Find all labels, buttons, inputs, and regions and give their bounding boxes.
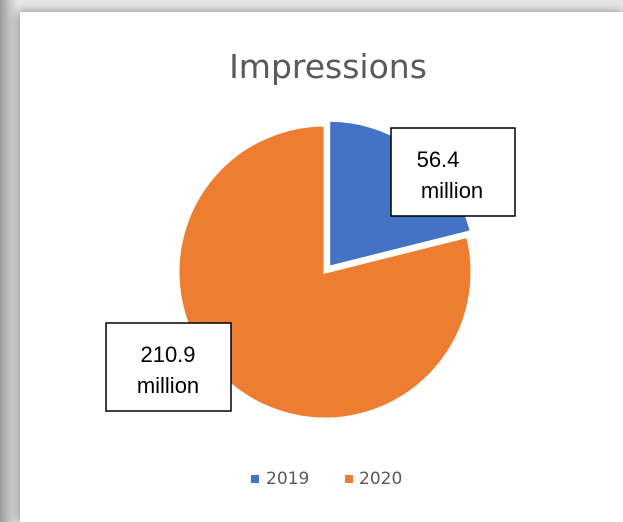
legend-swatch-2019: [251, 475, 259, 483]
data-label-2020: 210.9 million: [105, 322, 232, 412]
data-label-2019-value: 56.4: [417, 147, 460, 172]
data-label-2020-value: 210.9: [140, 342, 195, 367]
legend-swatch-2020: [345, 475, 353, 483]
data-label-2020-box: [105, 322, 232, 412]
legend-label-2020: 2020: [359, 469, 402, 489]
chart-title: Impressions: [229, 47, 427, 86]
data-label-2019: 56.4 million: [390, 127, 516, 217]
data-label-2019-box: [390, 127, 516, 217]
legend-label-2019: 2019: [266, 469, 309, 489]
data-label-2020-unit: million: [137, 373, 199, 398]
legend: 2019 2020: [251, 469, 402, 489]
data-label-2019-unit: million: [421, 178, 483, 203]
pie-slice-2020: [176, 123, 474, 421]
